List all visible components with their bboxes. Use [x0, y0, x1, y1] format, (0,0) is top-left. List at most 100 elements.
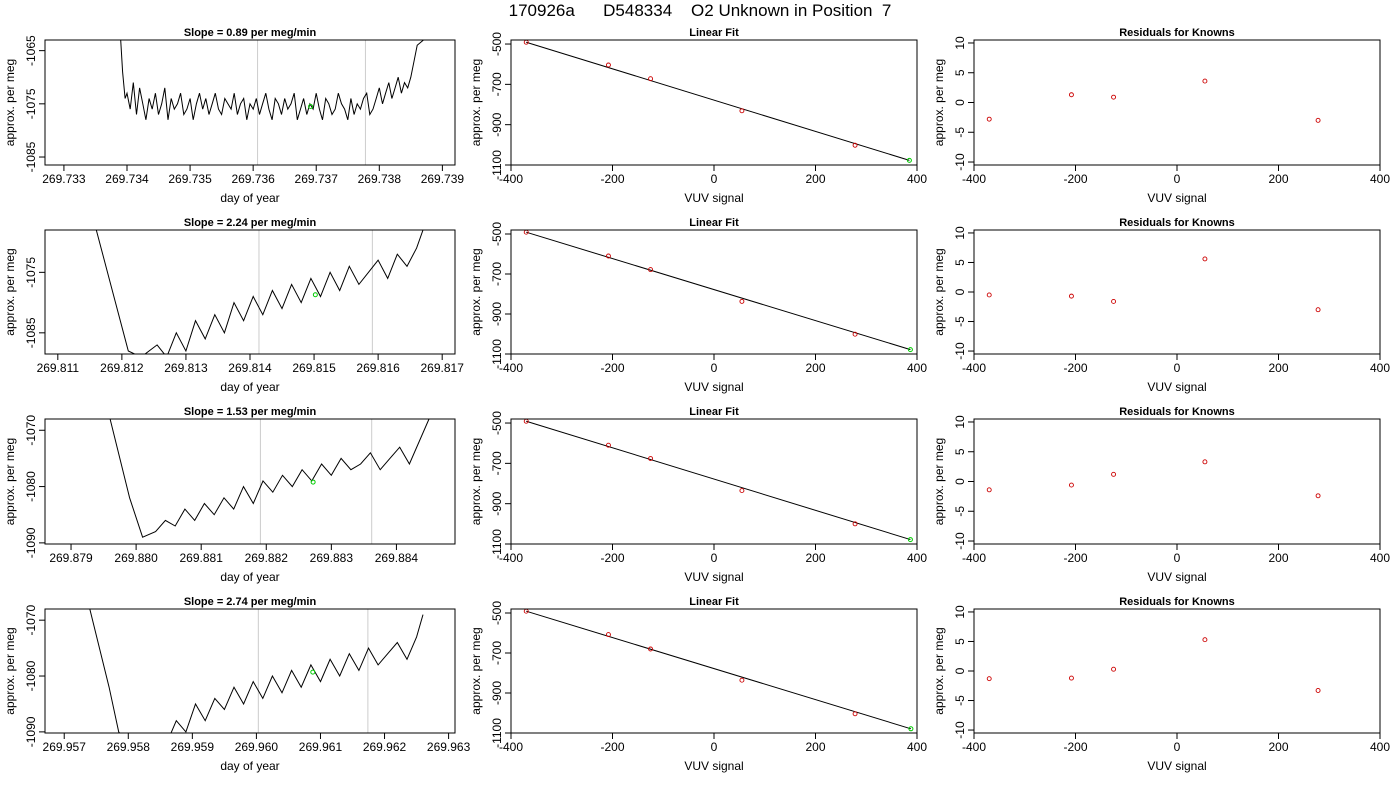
- x-tick-label: 0: [711, 172, 718, 186]
- x-tick-label: 269.736: [231, 172, 275, 186]
- x-tick-label: 0: [711, 551, 718, 565]
- y-tick-label: 0: [953, 667, 967, 674]
- x-tick-label: -400: [499, 172, 523, 186]
- y-tick-label: -10: [953, 721, 967, 739]
- plot-area: [95, 230, 424, 354]
- unknown-point: [907, 347, 913, 353]
- chart-title: Slope = 1.53 per meg/min: [184, 406, 317, 418]
- unknown-point: [312, 292, 318, 298]
- known-point: [739, 677, 745, 683]
- x-tick-label: 269.880: [114, 551, 158, 565]
- known-point: [986, 292, 992, 298]
- unknown-point: [908, 726, 914, 732]
- y-tick-label: -5: [953, 127, 967, 138]
- x-tick-label: 269.735: [168, 172, 212, 186]
- x-tick-label: 400: [907, 551, 927, 565]
- chart-panel-1: Slope = 0.89 per meg/min day of year appro…: [3, 27, 464, 205]
- x-tick-label: -200: [600, 172, 624, 186]
- chart-title: Linear Fit: [689, 217, 739, 229]
- plot-frame: [973, 229, 1381, 355]
- known-point: [1068, 293, 1074, 299]
- chart-title: Residuals for Knowns: [1119, 27, 1235, 39]
- y-axis-label: approx. per meg: [3, 248, 17, 335]
- y-tick-label: -1100: [490, 339, 504, 369]
- y-tick-label: 10: [953, 415, 967, 429]
- known-point: [739, 108, 745, 114]
- y-tick-label: -10: [953, 153, 967, 171]
- chart-title: Slope = 0.89 per meg/min: [184, 27, 317, 39]
- plot-frame: [44, 39, 456, 166]
- y-axis-label: approx. per meg: [469, 59, 483, 146]
- y-axis-label: approx. per meg: [932, 438, 946, 525]
- known-point: [1202, 78, 1208, 84]
- x-tick-label: -200: [1063, 172, 1087, 186]
- known-point: [605, 632, 611, 638]
- known-point: [1202, 637, 1208, 643]
- known-point: [605, 62, 611, 68]
- x-tick-label: -400: [499, 551, 523, 565]
- y-tick-label: 0: [953, 99, 967, 106]
- known-point: [1068, 675, 1074, 681]
- chart-title: Linear Fit: [689, 596, 739, 608]
- y-tick-label: -10: [953, 532, 967, 550]
- y-axis-label: approx. per meg: [469, 248, 483, 335]
- page-title: 170926a D548334 O2 Unknown in Position 7: [508, 1, 892, 20]
- plot-frame: [510, 229, 918, 355]
- x-tick-label: -200: [1063, 740, 1087, 754]
- plot-area: [986, 459, 1321, 499]
- chart-panel-10: Residuals for Knowns VUV signal approx. pe…: [932, 217, 1390, 394]
- y-tick-label: -1065: [24, 35, 38, 66]
- known-point: [1202, 459, 1208, 465]
- known-point: [1111, 666, 1117, 672]
- y-tick-label: -1100: [490, 529, 504, 559]
- y-tick-label: -700: [490, 72, 504, 96]
- chart-title: Residuals for Knowns: [1119, 596, 1235, 608]
- fit-line: [526, 610, 912, 730]
- known-point: [1315, 493, 1321, 499]
- y-tick-label: -1085: [24, 317, 38, 348]
- y-tick-label: -1090: [24, 527, 38, 558]
- known-point: [986, 116, 992, 122]
- x-tick-label: 269.961: [299, 740, 343, 754]
- x-tick-label: 0: [1174, 361, 1181, 375]
- x-axis-label: day of year: [220, 570, 279, 584]
- x-tick-label: 269.883: [310, 551, 354, 565]
- x-tick-label: 269.739: [421, 172, 465, 186]
- known-point: [1111, 94, 1117, 100]
- x-tick-label: 269.815: [292, 361, 336, 375]
- y-tick-label: -500: [490, 32, 504, 56]
- x-tick-label: 400: [1370, 551, 1390, 565]
- y-tick-label: 10: [953, 226, 967, 240]
- chart-title: Residuals for Knowns: [1119, 217, 1235, 229]
- plot-area: [986, 637, 1321, 693]
- fit-line: [526, 41, 910, 161]
- x-tick-label: 269.811: [37, 361, 80, 375]
- y-tick-label: 5: [953, 259, 967, 266]
- y-tick-label: 5: [953, 638, 967, 645]
- x-tick-label: -200: [600, 551, 624, 565]
- plot-area: [523, 40, 912, 163]
- x-tick-label: 269.733: [42, 172, 86, 186]
- y-tick-label: -10: [953, 342, 967, 360]
- x-tick-label: 269.957: [43, 740, 87, 754]
- y-tick-label: -900: [490, 302, 504, 326]
- x-tick-label: 269.734: [105, 172, 149, 186]
- known-point: [739, 488, 745, 494]
- x-tick-label: 0: [711, 361, 718, 375]
- x-axis-label: VUV signal: [684, 570, 743, 584]
- chart-title: Linear Fit: [689, 406, 739, 418]
- plot-area: [109, 419, 430, 544]
- known-point: [648, 646, 654, 652]
- known-point: [648, 456, 654, 461]
- plot-area: [986, 78, 1321, 123]
- x-tick-label: 200: [1268, 361, 1288, 375]
- unknown-point: [310, 669, 316, 675]
- unknown-point: [907, 537, 913, 543]
- x-axis-label: VUV signal: [684, 759, 743, 773]
- x-tick-label: -400: [499, 740, 523, 754]
- y-tick-label: -1085: [24, 141, 38, 172]
- x-tick-label: 0: [1174, 740, 1181, 754]
- plot-frame: [973, 39, 1381, 166]
